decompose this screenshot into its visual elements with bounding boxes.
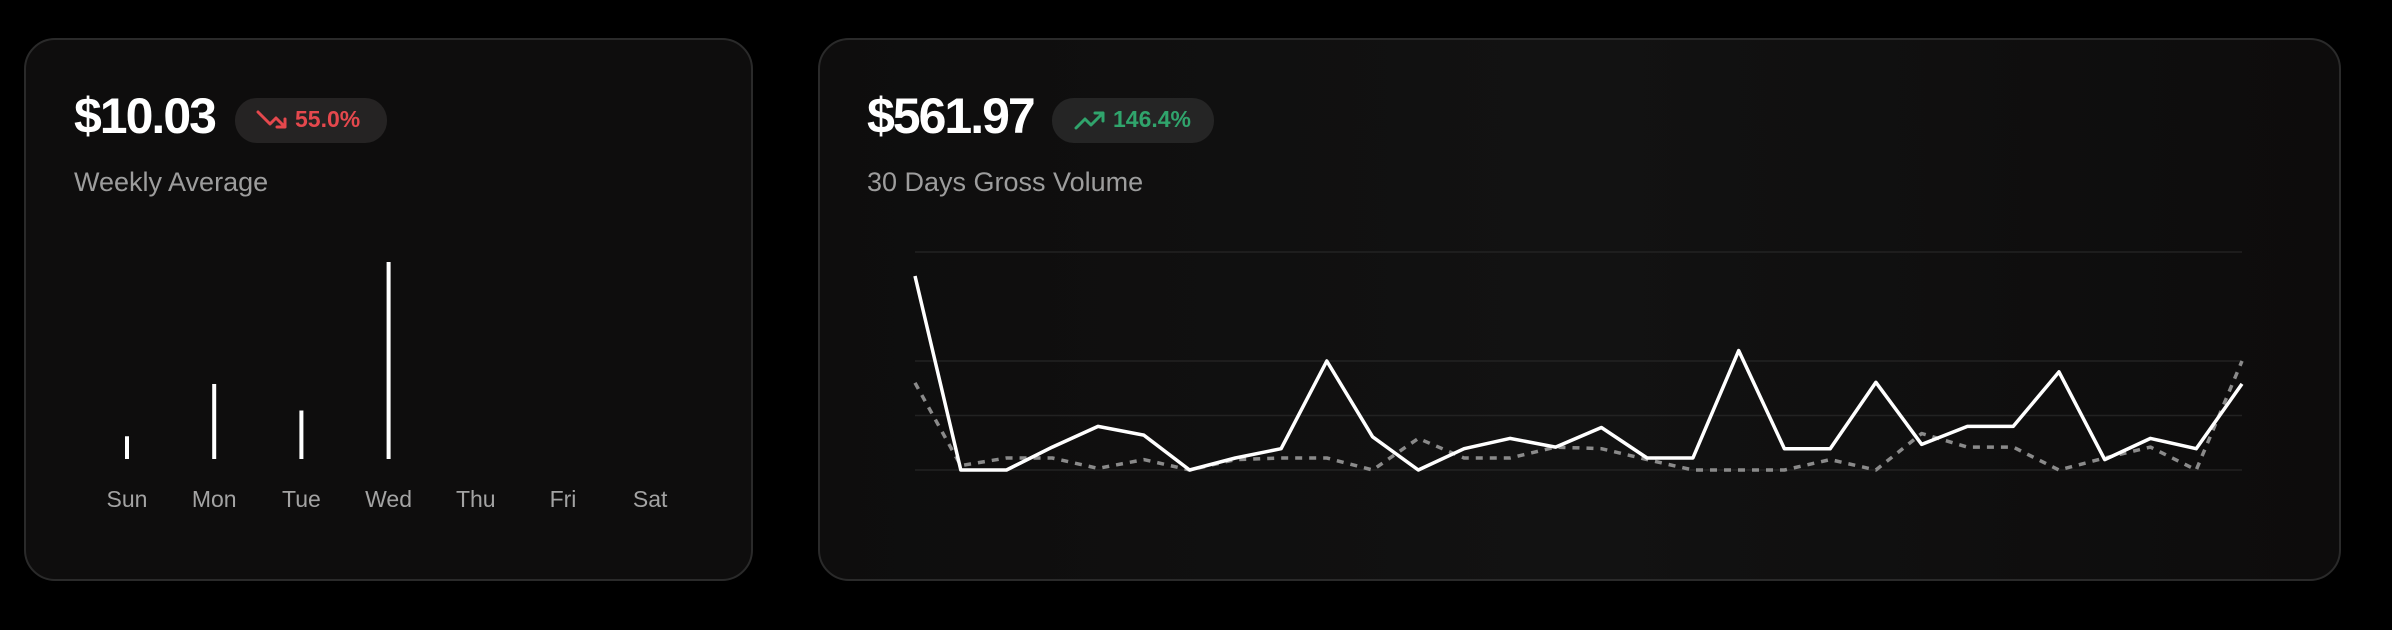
x-tick-label: Mon	[192, 486, 237, 512]
x-tick-label: Wed	[365, 486, 412, 512]
metric-label: Weekly Average	[74, 167, 268, 197]
line	[913, 360, 2244, 472]
x-tick-label: Sun	[107, 486, 148, 512]
x-tick-label: Tue	[282, 486, 321, 512]
metric-value: $561.97	[867, 88, 1034, 144]
card	[818, 38, 2341, 581]
trend-icon	[256, 110, 287, 129]
change-badge	[235, 98, 387, 143]
bar	[212, 383, 217, 459]
line	[913, 275, 2244, 472]
x-tick-label: Sat	[633, 486, 668, 512]
change-value: 146.4%	[1113, 106, 1191, 132]
bar	[386, 262, 391, 459]
x-tick-label: Fri	[550, 486, 577, 512]
bar	[299, 410, 304, 459]
change-badge	[1052, 98, 1214, 143]
change-value: 55.0%	[295, 106, 360, 132]
x-tick-label: Thu	[456, 486, 496, 512]
bar	[125, 436, 129, 459]
metric-label: 30 Days Gross Volume	[867, 167, 1143, 197]
trend-icon	[1074, 111, 1105, 130]
metric-value: $10.03	[74, 88, 215, 144]
